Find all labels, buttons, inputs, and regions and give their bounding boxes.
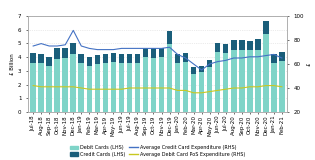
- Bar: [271, 54, 277, 63]
- Bar: [87, 66, 92, 112]
- Bar: [111, 62, 116, 112]
- Bar: [62, 58, 68, 112]
- Bar: [103, 54, 108, 63]
- Bar: [111, 53, 116, 62]
- Bar: [135, 54, 140, 63]
- Bar: [30, 53, 36, 63]
- Bar: [78, 63, 84, 112]
- Bar: [239, 40, 244, 50]
- Bar: [199, 66, 204, 72]
- Bar: [38, 63, 44, 112]
- Bar: [199, 72, 204, 112]
- Bar: [183, 53, 188, 62]
- Bar: [30, 63, 36, 112]
- Bar: [175, 54, 180, 63]
- Bar: [279, 61, 285, 112]
- Bar: [71, 43, 76, 54]
- Bar: [279, 52, 285, 61]
- Bar: [62, 48, 68, 58]
- Y-axis label: £ Billion: £ Billion: [10, 53, 15, 75]
- Legend: Debit Cards (LHS), Credit Cards (LHS), Average Credit Card Expenditure (RHS), Av: Debit Cards (LHS), Credit Cards (LHS), A…: [69, 144, 246, 158]
- Bar: [143, 48, 148, 57]
- Bar: [247, 50, 253, 112]
- Bar: [127, 63, 132, 112]
- Bar: [159, 57, 164, 112]
- Bar: [87, 57, 92, 66]
- Bar: [167, 44, 172, 112]
- Bar: [103, 63, 108, 112]
- Bar: [263, 21, 269, 34]
- Bar: [71, 54, 76, 112]
- Bar: [239, 50, 244, 112]
- Bar: [215, 52, 220, 112]
- Bar: [207, 67, 212, 112]
- Bar: [175, 63, 180, 112]
- Bar: [38, 54, 44, 63]
- Bar: [159, 48, 164, 57]
- Bar: [135, 63, 140, 112]
- Bar: [151, 48, 156, 58]
- Bar: [207, 60, 212, 67]
- Bar: [231, 40, 237, 50]
- Bar: [127, 54, 132, 63]
- Bar: [231, 50, 237, 112]
- Bar: [78, 54, 84, 63]
- Bar: [46, 57, 52, 66]
- Bar: [255, 39, 261, 50]
- Bar: [46, 66, 52, 112]
- Bar: [94, 55, 100, 64]
- Bar: [215, 43, 220, 52]
- Bar: [271, 63, 277, 112]
- Bar: [223, 44, 228, 53]
- Bar: [151, 58, 156, 112]
- Bar: [167, 31, 172, 44]
- Bar: [118, 63, 124, 112]
- Bar: [183, 62, 188, 112]
- Bar: [191, 74, 197, 112]
- Bar: [54, 48, 60, 59]
- Bar: [118, 54, 124, 63]
- Bar: [191, 67, 197, 74]
- Bar: [94, 64, 100, 112]
- Bar: [223, 53, 228, 112]
- Bar: [255, 50, 261, 112]
- Y-axis label: £: £: [307, 62, 312, 66]
- Bar: [263, 34, 269, 112]
- Bar: [247, 41, 253, 50]
- Bar: [143, 57, 148, 112]
- Bar: [54, 59, 60, 112]
